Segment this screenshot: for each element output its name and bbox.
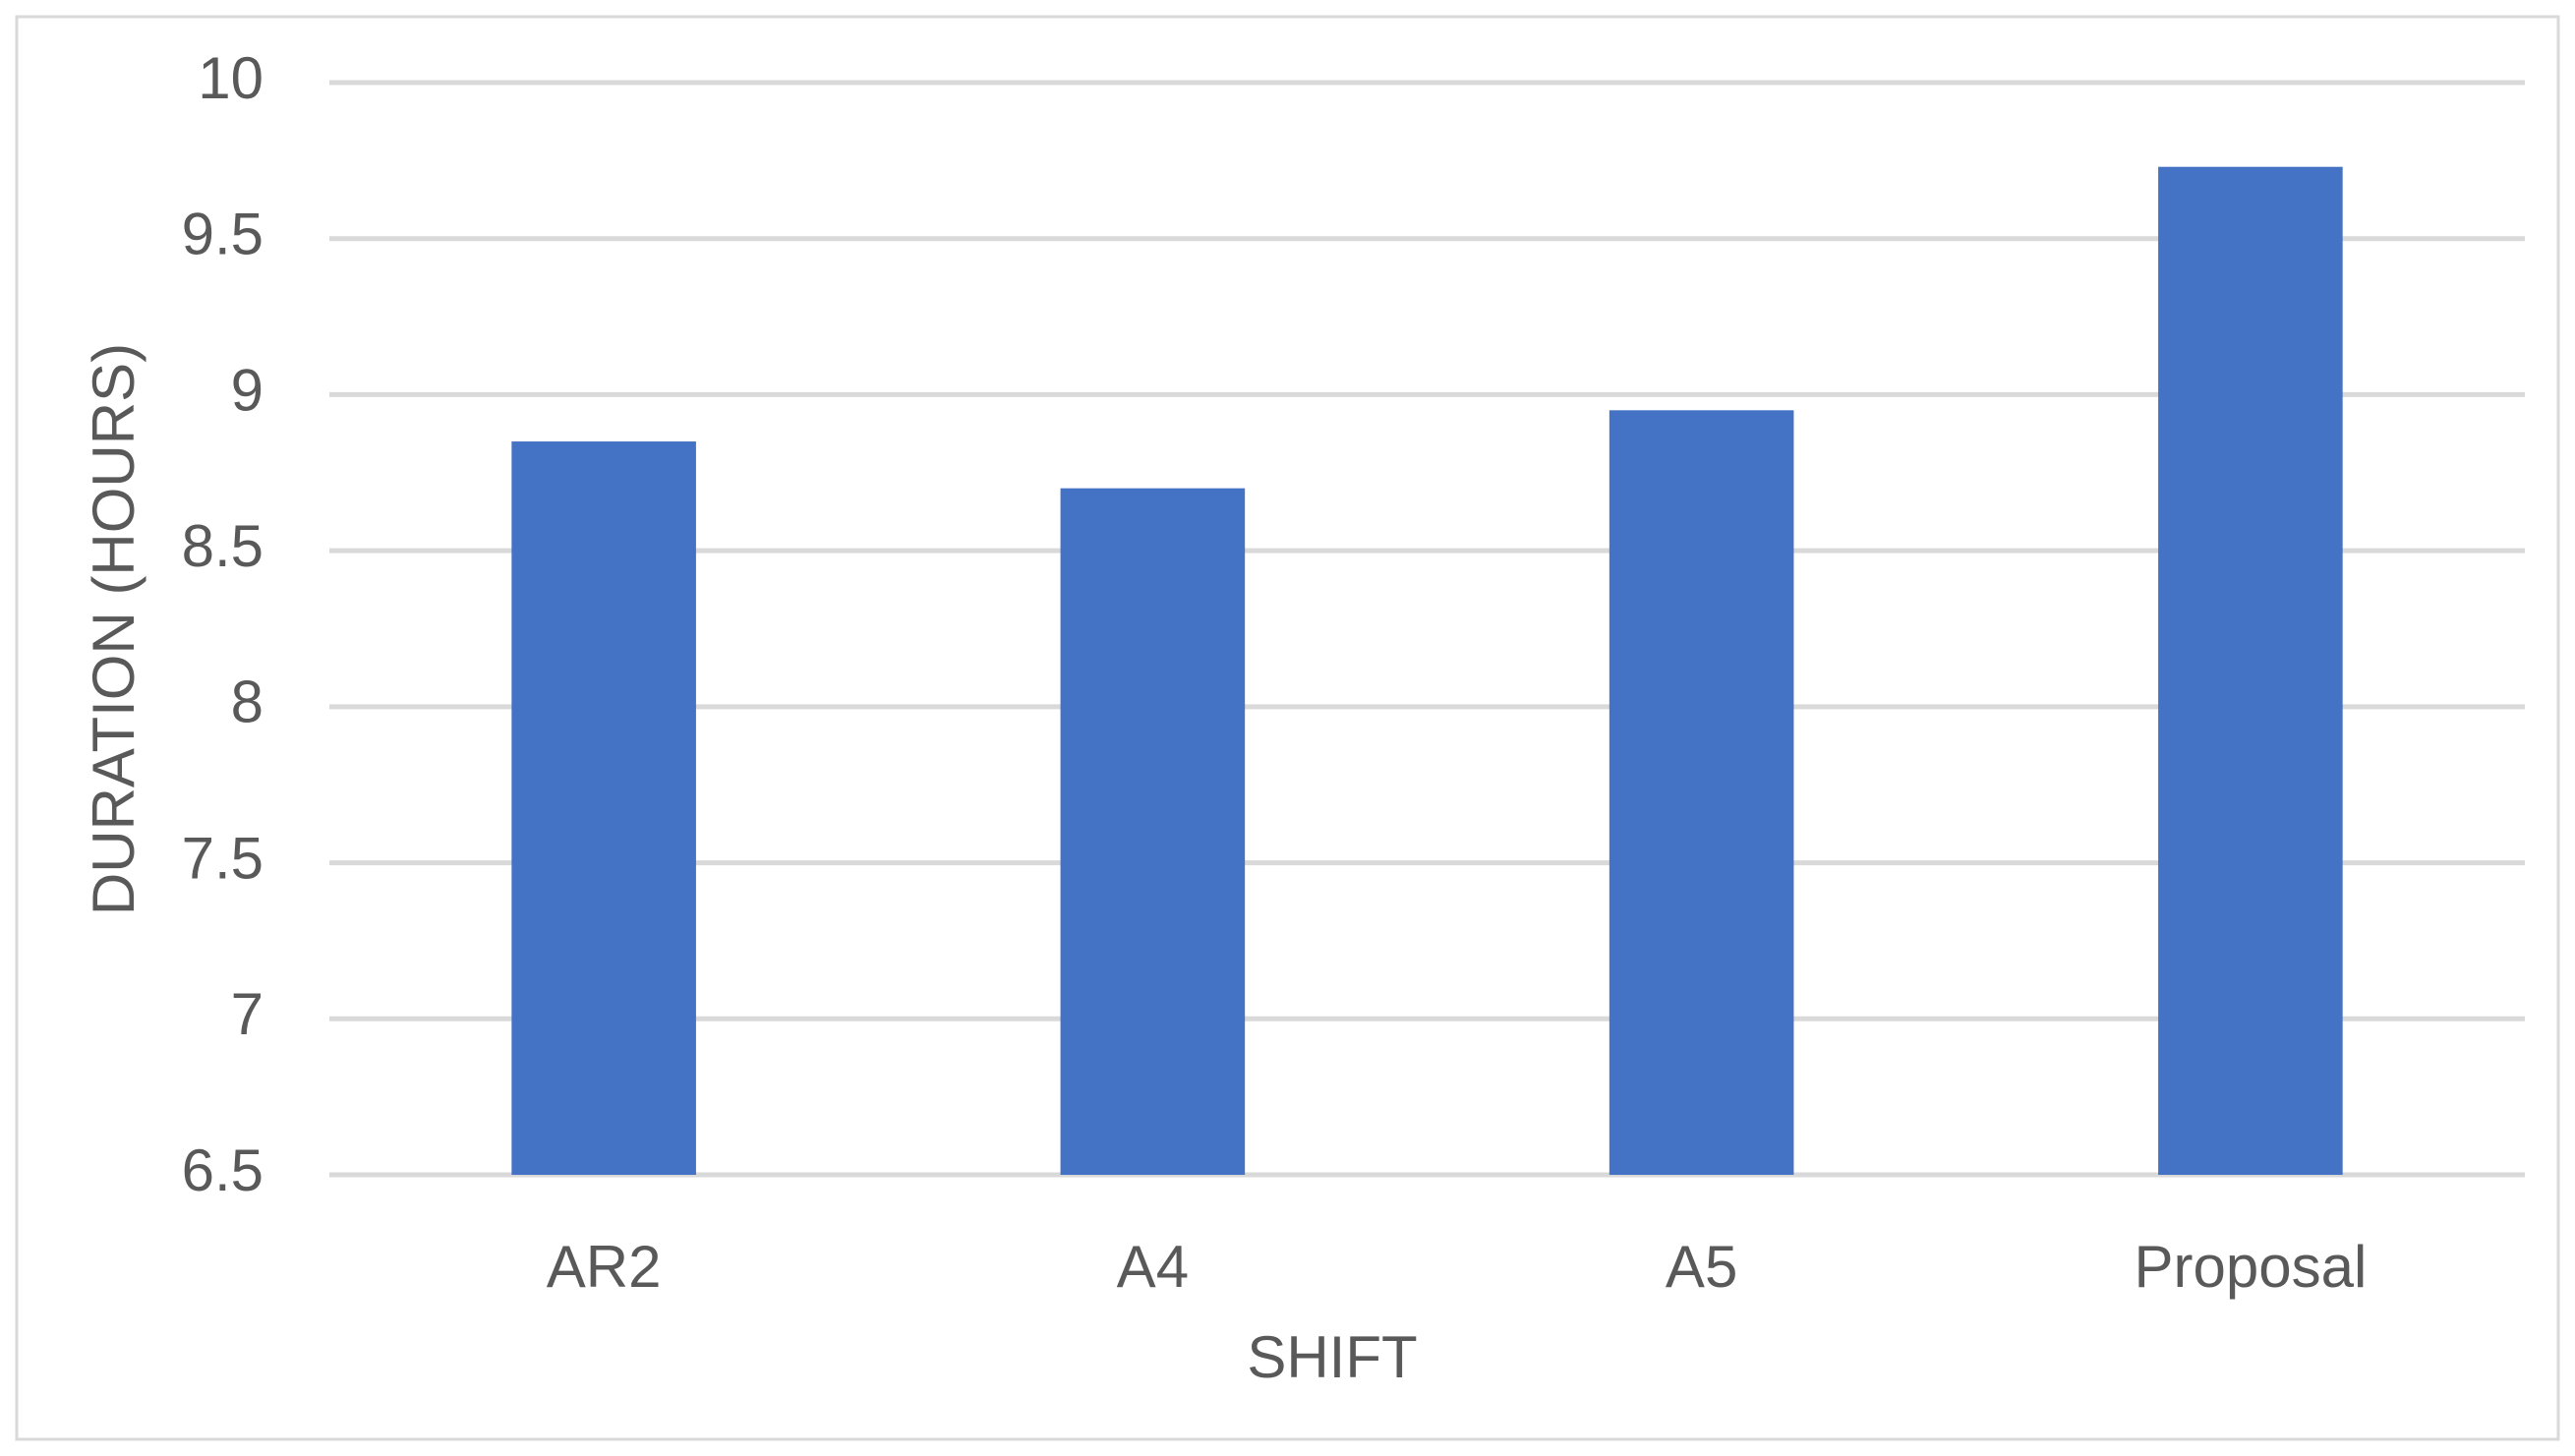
y-axis-label: DURATION (HOURS)	[81, 343, 146, 915]
x-tick-label: AR2	[547, 1234, 662, 1300]
y-tick-label: 7.5	[182, 825, 263, 891]
bar	[2158, 166, 2343, 1176]
y-tick-label: 8	[231, 670, 263, 735]
bar	[1609, 410, 1794, 1175]
y-tick-label: 8.5	[182, 513, 263, 579]
y-tick-label: 10	[198, 45, 263, 111]
chart-border	[15, 15, 2560, 1441]
x-axis-label: SHIFT	[1247, 1324, 1417, 1390]
y-tick-label: 6.5	[182, 1137, 263, 1203]
y-tick-label: 9	[231, 357, 263, 423]
y-tick-label: 7	[231, 981, 263, 1047]
x-tick-label: Proposal	[2134, 1234, 2367, 1300]
bar	[511, 441, 696, 1175]
bar	[1060, 488, 1246, 1176]
x-tick-label: A4	[1117, 1234, 1189, 1300]
y-tick-label: 9.5	[182, 202, 263, 267]
x-tick-label: A5	[1666, 1234, 1737, 1300]
